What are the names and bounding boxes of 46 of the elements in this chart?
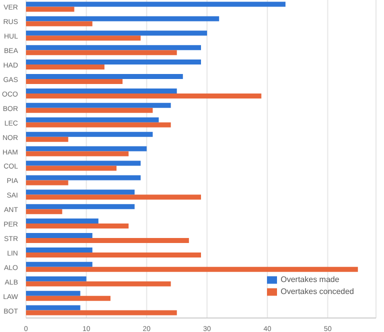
bar bbox=[26, 238, 189, 244]
bar bbox=[26, 190, 135, 195]
bar bbox=[26, 16, 220, 22]
bar bbox=[26, 281, 171, 286]
bar bbox=[26, 204, 135, 210]
bar bbox=[26, 166, 117, 171]
bar bbox=[26, 194, 201, 200]
bar bbox=[26, 79, 123, 84]
bar bbox=[26, 180, 68, 186]
bar bbox=[26, 296, 110, 301]
legend-label: Overtakes conceded bbox=[280, 287, 354, 296]
bar bbox=[26, 45, 201, 50]
bar bbox=[26, 218, 98, 224]
bar bbox=[26, 21, 92, 26]
bar bbox=[26, 252, 201, 258]
bar bbox=[26, 233, 92, 238]
bar bbox=[26, 146, 147, 152]
bar bbox=[26, 2, 286, 7]
bar bbox=[26, 6, 74, 12]
bar bbox=[26, 60, 201, 65]
bar bbox=[26, 64, 104, 70]
bar bbox=[26, 50, 177, 56]
bar bbox=[26, 30, 208, 36]
legend-label: Overtakes made bbox=[280, 275, 340, 284]
bar bbox=[26, 247, 92, 252]
bar bbox=[26, 310, 177, 316]
bar bbox=[26, 102, 171, 108]
bar bbox=[26, 266, 358, 272]
bar bbox=[26, 132, 153, 137]
bar bbox=[26, 209, 62, 214]
bar bbox=[26, 93, 262, 98]
bar bbox=[26, 117, 159, 122]
bar bbox=[26, 305, 80, 310]
bar bbox=[26, 224, 129, 229]
bar bbox=[26, 151, 129, 156]
bar bbox=[26, 74, 183, 80]
bar bbox=[26, 262, 92, 267]
bar bbox=[26, 36, 141, 41]
bar bbox=[26, 88, 177, 94]
bar bbox=[26, 175, 141, 180]
bar bbox=[26, 276, 86, 282]
bar bbox=[26, 160, 141, 166]
bar bbox=[26, 290, 80, 296]
bar bbox=[26, 136, 68, 142]
bar bbox=[26, 122, 171, 128]
bar bbox=[26, 108, 153, 113]
